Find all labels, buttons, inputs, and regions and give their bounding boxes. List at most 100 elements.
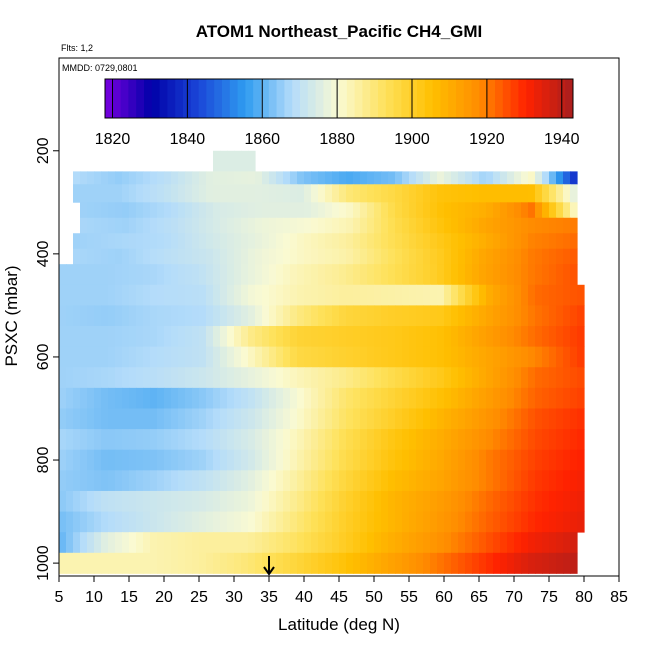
heatmap-cell (570, 387, 578, 409)
heatmap-cell (486, 248, 494, 265)
heatmap-cell (73, 408, 81, 430)
heatmap-cell (101, 449, 109, 471)
x-tick-label: 15 (120, 589, 138, 606)
heatmap-cell (409, 511, 417, 533)
heatmap-cell (220, 552, 228, 574)
heatmap-cell (206, 449, 214, 471)
heatmap-cell (150, 387, 158, 409)
heatmap-cell (451, 326, 459, 348)
heatmap-cell (283, 552, 291, 574)
heatmap-cell (136, 532, 144, 554)
heatmap-cell (115, 217, 123, 234)
heatmap-cell (409, 429, 417, 451)
heatmap-cell (465, 305, 473, 327)
heatmap-cell (458, 184, 466, 203)
heatmap-cell (451, 532, 459, 554)
heatmap-cell (199, 217, 207, 234)
heatmap-cell (80, 470, 88, 492)
heatmap-cell (269, 470, 277, 492)
heatmap-cell (227, 367, 235, 389)
heatmap-cell (514, 233, 522, 250)
heatmap-cell (507, 408, 515, 430)
heatmap-cell (94, 305, 102, 327)
heatmap-cell (101, 217, 109, 234)
heatmap-cell (528, 305, 536, 327)
heatmap-cell (199, 449, 207, 471)
colorbar-segment (346, 79, 356, 118)
heatmap-cell (164, 408, 172, 430)
heatmap-cell (311, 429, 319, 451)
heatmap-cell (87, 184, 95, 203)
heatmap-cell (325, 233, 333, 250)
heatmap-cell (528, 490, 536, 512)
heatmap-cell (171, 511, 179, 533)
heatmap-cell (395, 387, 403, 409)
heatmap-cell (570, 408, 578, 430)
heatmap-cell (227, 387, 235, 409)
heatmap-cell (451, 233, 459, 250)
heatmap-cell (423, 202, 431, 219)
heatmap-cell (192, 532, 200, 554)
heatmap-cell (297, 217, 305, 234)
heatmap-cell (514, 326, 522, 348)
heatmap-cell (262, 346, 270, 368)
heatmap-cell (269, 184, 277, 203)
heatmap-cell (325, 552, 333, 574)
heatmap-cell (423, 346, 431, 368)
heatmap-cell (472, 408, 480, 430)
heatmap-cell (423, 429, 431, 451)
heatmap-cell (185, 552, 193, 574)
heatmap-cell (528, 429, 536, 451)
heatmap-cell (535, 429, 543, 451)
heatmap-cell (423, 387, 431, 409)
heatmap-cell (416, 284, 424, 306)
heatmap-cell (367, 233, 375, 250)
heatmap-cell (136, 305, 144, 327)
heatmap-cell (381, 346, 389, 368)
heatmap-cell (136, 387, 144, 409)
heatmap-cell (115, 552, 123, 574)
heatmap-cell (171, 449, 179, 471)
heatmap-cell (332, 470, 340, 492)
heatmap-cell (199, 367, 207, 389)
heatmap-cell (304, 490, 312, 512)
heatmap-cell (549, 217, 557, 234)
heatmap-cell (101, 233, 109, 250)
heatmap-cell (199, 532, 207, 554)
heatmap-cell (353, 326, 361, 348)
heatmap-cell (360, 264, 368, 286)
heatmap-cell (381, 429, 389, 451)
heatmap-cell (556, 346, 564, 368)
colorbar-segment (549, 79, 558, 118)
heatmap-cell (199, 387, 207, 409)
heatmap-cell (171, 171, 179, 185)
heatmap-cell (234, 326, 242, 348)
heatmap-cell (136, 449, 144, 471)
heatmap-cell (549, 552, 557, 574)
heatmap-cell (563, 449, 571, 471)
heatmap-cell (374, 217, 382, 234)
x-tick-label: 80 (575, 589, 593, 606)
heatmap-cell (563, 217, 571, 234)
heatmap-cell (374, 248, 382, 265)
heatmap-cell (122, 305, 130, 327)
colorbar-segment (190, 79, 200, 118)
heatmap-cell (143, 217, 151, 234)
heatmap-cell (304, 346, 312, 368)
heatmap-cell (360, 326, 368, 348)
heatmap-cell (563, 171, 571, 185)
x-axis: 5 10 15 20 25 30 35 40 45 50 55 60 65 70 75 80 85 (55, 576, 628, 606)
heatmap-cell (556, 233, 564, 250)
heatmap-cell (234, 387, 242, 409)
heatmap-cell (150, 470, 158, 492)
heatmap-cell (325, 449, 333, 471)
heatmap-cell (549, 171, 557, 185)
heatmap-cell (59, 429, 67, 451)
heatmap-cell (199, 470, 207, 492)
heatmap-cell (577, 429, 585, 451)
heatmap-cell (570, 470, 578, 492)
heatmap-cell (150, 171, 158, 185)
heatmap-cell (318, 387, 326, 409)
heatmap-cell (339, 233, 347, 250)
heatmap-cell (318, 346, 326, 368)
